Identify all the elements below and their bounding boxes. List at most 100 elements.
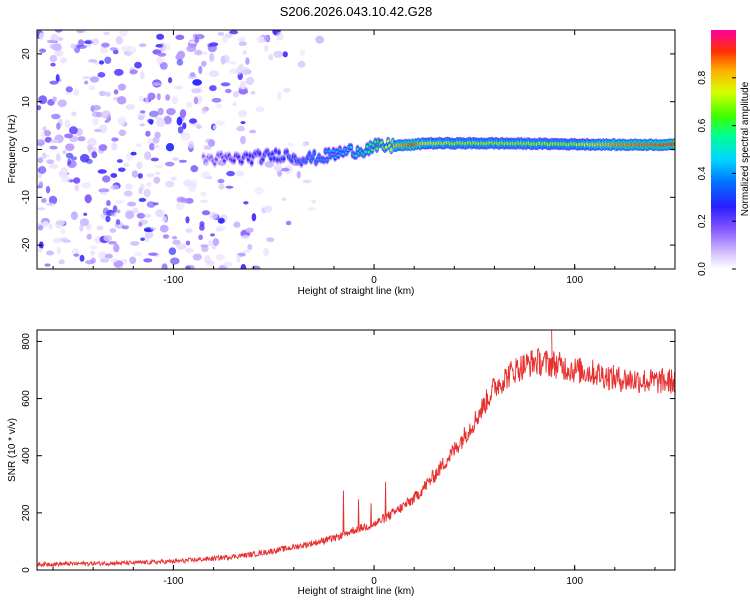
heatmap-cell <box>65 86 73 93</box>
heatmap-cell <box>185 266 191 269</box>
heatmap-cell <box>69 126 78 135</box>
heatmap-cell <box>147 138 154 144</box>
heatmap-cell <box>46 39 57 44</box>
heatmap-cell <box>264 205 273 213</box>
heatmap-cell <box>215 103 223 109</box>
snr-ticks: -100 0 100 0 200 400 600 800 <box>21 330 675 587</box>
heatmap-cell <box>125 210 135 220</box>
heatmap-cell <box>98 144 108 152</box>
heatmap-cell <box>201 106 208 115</box>
heatmap-cell <box>227 60 238 65</box>
heatmap-cell <box>137 115 145 121</box>
heatmap-cell <box>140 237 145 241</box>
heatmap-cell <box>192 79 203 86</box>
heatmap-cell <box>108 241 117 245</box>
y-tick-label: 600 <box>21 390 32 407</box>
heatmap-cell <box>215 254 225 261</box>
heatmap-cell <box>104 56 112 64</box>
heatmap-cell <box>273 50 284 59</box>
heatmap-cell <box>60 237 68 242</box>
heatmap-cell <box>157 52 167 57</box>
snr-frame <box>36 329 676 571</box>
heatmap-cell <box>272 157 276 161</box>
heatmap-cell <box>129 69 138 75</box>
heatmap-cell <box>311 156 315 160</box>
heatmap-cell <box>199 221 205 227</box>
heatmap-cell <box>99 46 108 54</box>
heatmap-cell <box>233 221 241 228</box>
heatmap-cell <box>248 154 252 157</box>
heatmap-cell <box>94 128 102 133</box>
heatmap-cell <box>282 157 286 161</box>
heatmap-cell <box>37 185 43 189</box>
heatmap-cell <box>349 145 353 149</box>
heatmap-cell <box>97 72 106 78</box>
heatmap-cell <box>245 57 250 65</box>
heatmap-cell <box>116 159 123 163</box>
heatmap-cell <box>146 173 155 178</box>
heatmap-cell <box>168 77 173 84</box>
x-tick-label: -100 <box>163 275 183 286</box>
heatmap-cell <box>148 252 159 256</box>
heatmap-cell <box>79 254 85 262</box>
colorbar-tick-label: 0.6 <box>697 118 708 132</box>
heatmap-cell <box>139 123 146 127</box>
heatmap-cell <box>116 209 121 214</box>
heatmap-cell <box>232 102 237 106</box>
heatmap-cell <box>166 108 176 116</box>
heatmap-cell <box>121 225 130 230</box>
heatmap-cell <box>134 251 143 256</box>
snr-xlabel: Height of straight line (km) <box>298 586 415 597</box>
heatmap-cell <box>212 238 220 246</box>
colorbar: 0.0 0.2 0.4 0.6 0.8 Normalized spectral ampl… <box>697 30 750 276</box>
heatmap-cell <box>151 82 162 86</box>
heatmap-cell <box>301 142 308 148</box>
heatmap-cell <box>145 130 151 137</box>
x-tick-label: 100 <box>566 576 583 587</box>
heatmap-cell <box>117 116 127 126</box>
heatmap-cell <box>49 80 59 85</box>
heatmap-cell <box>186 101 193 108</box>
heatmap-cell <box>375 147 379 151</box>
heatmap-cell <box>168 247 177 255</box>
heatmap-cell <box>201 60 207 67</box>
heatmap-cell <box>285 220 292 226</box>
heatmap-cell <box>110 184 120 190</box>
heatmap-cell <box>144 231 154 239</box>
heatmap-cell <box>275 158 279 162</box>
heatmap-cell <box>44 263 51 267</box>
colorbar-tick-label: 0.0 <box>697 262 708 276</box>
heatmap-cell <box>209 85 217 92</box>
heatmap-cell <box>143 258 153 263</box>
heatmap-cell <box>296 171 301 179</box>
heatmap-cell <box>39 165 46 174</box>
heatmap-cell <box>49 145 58 150</box>
heatmap-cell <box>165 143 175 152</box>
heatmap-cell <box>198 234 204 241</box>
heatmap-cell <box>185 216 190 224</box>
heatmap-cell <box>276 31 284 41</box>
heatmap-cell <box>315 35 325 44</box>
snr-series-line <box>37 330 675 568</box>
heatmap-cell <box>202 51 208 56</box>
heatmap-cell <box>185 240 191 246</box>
heatmap-cell <box>308 152 311 156</box>
heatmap-cell <box>147 92 156 101</box>
heatmap-cell <box>199 199 209 204</box>
heatmap-cell <box>52 237 63 244</box>
heatmap-cell <box>159 62 168 70</box>
heatmap-cell <box>307 207 316 211</box>
heatmap-cell <box>333 156 337 159</box>
heatmap-cell <box>154 131 161 139</box>
heatmap-cell <box>114 68 124 76</box>
heatmap-cell <box>156 118 166 128</box>
heatmap-cell <box>311 199 317 204</box>
heatmap-cell <box>385 145 388 149</box>
heatmap-cell <box>327 149 331 153</box>
heatmap-cell <box>138 95 145 102</box>
heatmap-cell <box>88 85 96 91</box>
heatmap-cell <box>202 154 205 158</box>
heatmap-cell <box>149 142 155 151</box>
heatmap-cell <box>98 124 108 134</box>
heatmap-cell <box>67 158 72 166</box>
